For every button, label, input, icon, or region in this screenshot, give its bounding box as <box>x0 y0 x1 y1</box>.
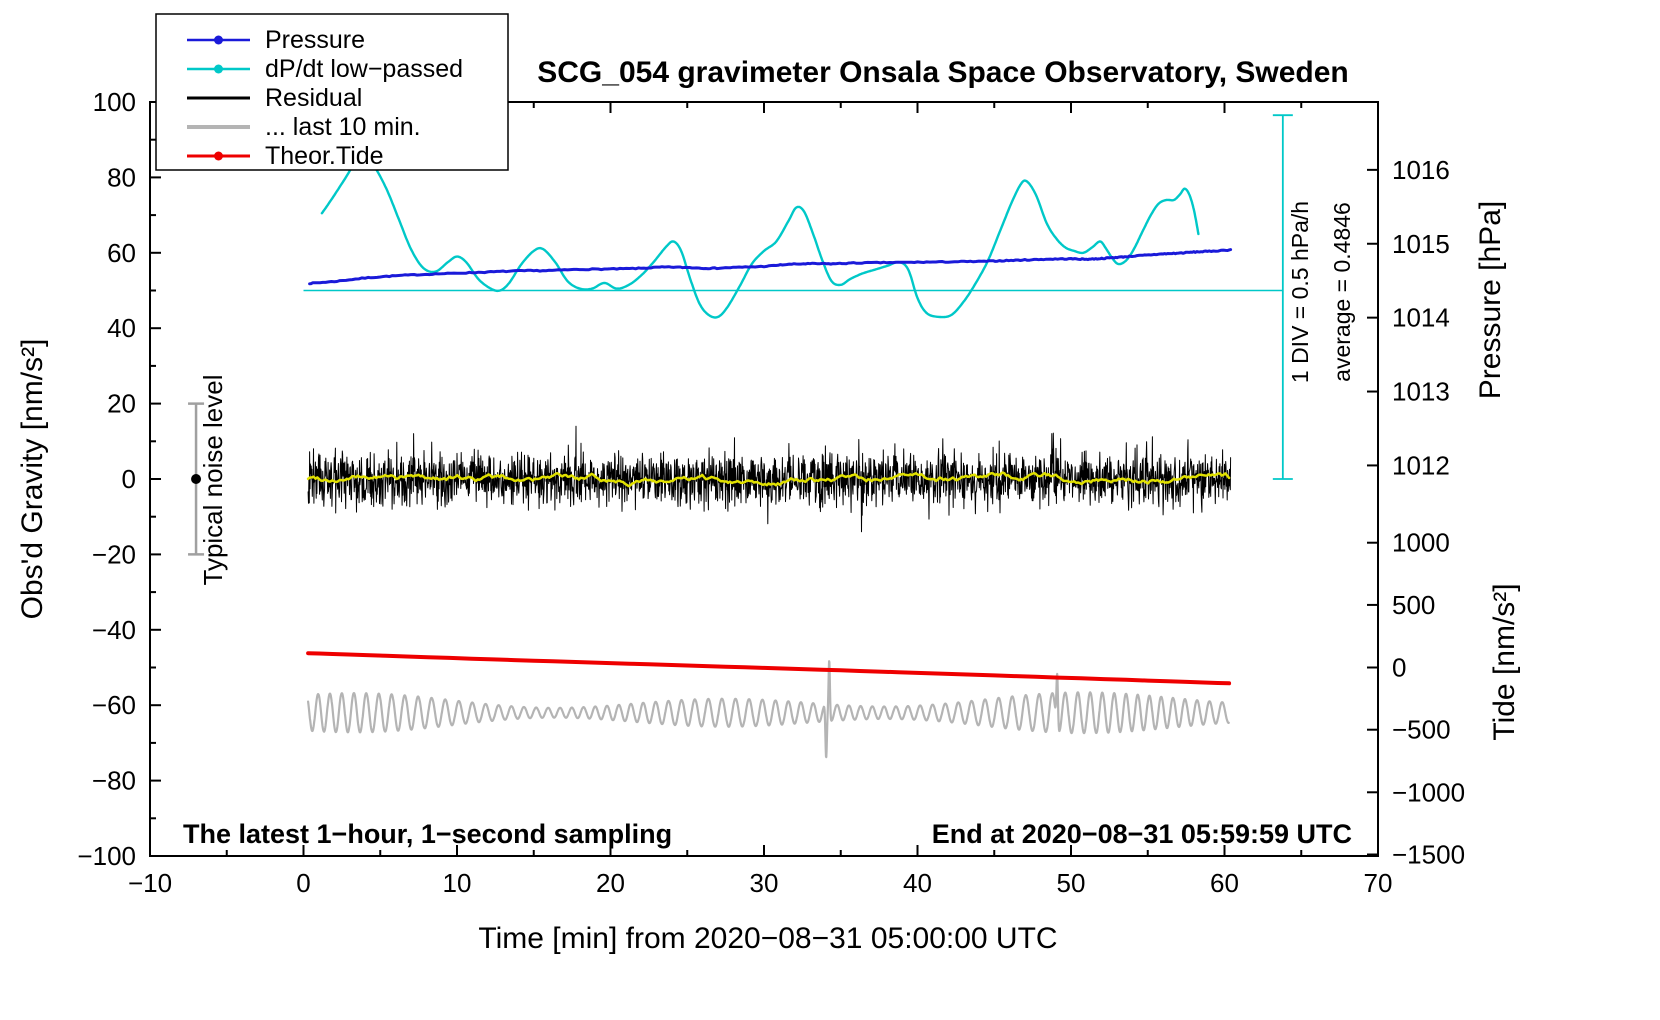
x-tick-label: 20 <box>596 868 625 898</box>
series-last-10-min <box>307 660 1230 759</box>
tide-tick-label: −1000 <box>1392 777 1465 807</box>
y-tick-label: −100 <box>77 841 136 871</box>
x-tick-label: 0 <box>296 868 310 898</box>
y-tick-label: 60 <box>107 238 136 268</box>
y-left-axis-label: Obs'd Gravity [nm/s²] <box>16 339 49 620</box>
pressure-tick-label: 1014 <box>1392 303 1450 333</box>
y-tick-label: 40 <box>107 313 136 343</box>
series-dpdt-lowpassed <box>320 155 1200 319</box>
x-tick-label: 60 <box>1210 868 1239 898</box>
legend-item: dP/dt low−passed <box>187 55 463 83</box>
legend-item-label: Theor.Tide <box>265 142 384 170</box>
y-tick-label: −40 <box>92 615 136 645</box>
legend-item-label: ... last 10 min. <box>265 113 421 141</box>
legend-marker-dot <box>214 151 223 161</box>
x-tick-label: 10 <box>443 868 472 898</box>
x-tick-label: 40 <box>903 868 932 898</box>
y-tick-label: 80 <box>107 162 136 192</box>
tide-tick-label: −500 <box>1392 715 1451 745</box>
pressure-tick-label: 1012 <box>1392 450 1450 480</box>
y-tick-label: −60 <box>92 690 136 720</box>
y-tick-label: −20 <box>92 539 136 569</box>
plot-frame: −10 0 10 20 30 40 50 60 70−100−80−60−40−20020406… <box>77 87 1465 898</box>
typical-noise-level-label: Typical noise level <box>198 375 228 586</box>
x-tick-label: 50 <box>1057 868 1086 898</box>
noise-errorbar-dot <box>191 474 202 484</box>
series-pressure <box>308 248 1233 286</box>
series-residual-mean <box>306 471 1231 488</box>
tide-tick-label: 1000 <box>1392 528 1450 558</box>
legend-item: Pressure <box>187 26 365 54</box>
sampling-note: The latest 1−hour, 1−second sampling <box>183 819 672 849</box>
y-tick-label: 0 <box>122 464 136 494</box>
pressure-tick-label: 1016 <box>1392 155 1450 185</box>
y-tick-label: 20 <box>107 389 136 419</box>
div-scale-label: 1 DIV = 0.5 hPa/h <box>1287 201 1313 383</box>
end-time-note: End at 2020−08−31 05:59:59 UTC <box>932 819 1352 849</box>
series-theor-tide <box>306 651 1232 686</box>
x-tick-label: 70 <box>1364 868 1393 898</box>
legend-marker-dot <box>214 64 223 74</box>
legend-item-label: Pressure <box>265 26 365 54</box>
legend-marker-dot <box>214 35 223 45</box>
series-residual <box>307 425 1232 533</box>
series-layer <box>188 114 1293 759</box>
x-tick-label: −10 <box>128 868 172 898</box>
pressure-tick-label: 1013 <box>1392 377 1450 407</box>
x-axis-label: Time [min] from 2020−08−31 05:00:00 UTC <box>478 922 1057 955</box>
y-tick-label: 100 <box>93 87 136 117</box>
legend-item: Theor.Tide <box>187 142 384 170</box>
tide-tick-label: −1500 <box>1392 839 1465 869</box>
pressure-axis-label: Pressure [hPa] <box>1474 201 1507 399</box>
legend-item-label: dP/dt low−passed <box>265 55 463 83</box>
legend-item: Residual <box>187 84 362 112</box>
y-tick-label: −80 <box>92 766 136 796</box>
legend-item-label: Residual <box>265 84 362 112</box>
average-label: average = 0.4846 <box>1329 202 1355 382</box>
tide-axis-label: Tide [nm/s²] <box>1488 583 1521 740</box>
tide-tick-label: 500 <box>1392 590 1435 620</box>
pressure-tick-label: 1015 <box>1392 229 1450 259</box>
legend-item: ... last 10 min. <box>187 113 421 141</box>
chart-title: SCG_054 gravimeter Onsala Space Observat… <box>537 56 1349 89</box>
x-tick-label: 30 <box>750 868 779 898</box>
tide-tick-label: 0 <box>1392 653 1406 683</box>
